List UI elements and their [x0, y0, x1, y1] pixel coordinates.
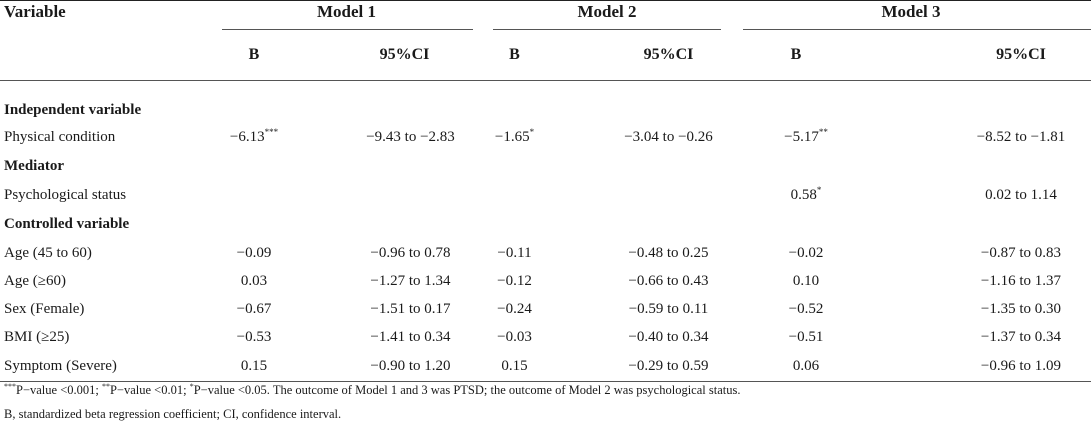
- cell-b1: −6.13***: [229, 126, 279, 145]
- row-label: Physical condition: [4, 128, 116, 145]
- table-row: Psychological status 0.58* 0.02 to 1.14: [0, 181, 1091, 209]
- section-controlled: Controlled variable: [4, 215, 130, 232]
- table-row: Age (≥60) 0.03 −1.27 to 1.34 −0.12 −0.66…: [0, 267, 1091, 295]
- footnote-significance: ***P−value <0.001; **P−value <0.01; *P−v…: [4, 381, 741, 397]
- header-blank: [0, 30, 210, 81]
- model-3-underline: [743, 29, 1091, 30]
- header-model-3-label: Model 3: [881, 2, 941, 21]
- cell-ci1: [298, 181, 483, 209]
- header-ci-1: 95%CI: [298, 30, 483, 81]
- model-2-underline: [493, 29, 721, 30]
- cell-b3: −0.52: [788, 300, 824, 317]
- cell-ci1: −1.51 to 0.17: [370, 300, 451, 317]
- row-label: BMI (≥25): [4, 328, 70, 345]
- cell-ci1: −1.41 to 0.34: [370, 328, 451, 345]
- table-row: Symptom (Severe) 0.15 −0.90 to 1.20 0.15…: [0, 351, 1091, 382]
- cell-ci2: −0.59 to 0.11: [628, 300, 709, 317]
- cell-b2: −0.03: [497, 328, 532, 345]
- cell-ci3: −8.52 to −1.81: [976, 128, 1066, 145]
- header-variable: Variable: [0, 0, 210, 30]
- header-model-2: Model 2: [483, 0, 731, 30]
- cell-ci1: −1.27 to 1.34: [370, 272, 451, 289]
- cell-b2: −0.12: [497, 272, 532, 289]
- cell-ci2: −0.48 to 0.25: [628, 244, 709, 261]
- header-b-2: B: [483, 30, 546, 81]
- cell-ci2: −0.29 to 0.59: [546, 351, 731, 382]
- cell-ci2: [546, 181, 731, 209]
- row-label: Age (45 to 60): [4, 244, 92, 261]
- model-1-underline: [222, 29, 473, 30]
- cell-ci3: −1.35 to 0.30: [980, 300, 1062, 317]
- cell-b1: −0.53: [236, 328, 272, 345]
- row-label: Age (≥60): [4, 272, 66, 289]
- cell-ci1: −9.43 to −2.83: [366, 128, 455, 145]
- cell-ci3: −1.37 to 0.34: [980, 328, 1062, 345]
- cell-b2: −0.24: [497, 300, 532, 317]
- header-b-3: B: [731, 30, 861, 81]
- section-mediator: Mediator: [4, 157, 64, 174]
- section-row: Independent variable: [0, 81, 1091, 124]
- cell-ci3: −0.87 to 0.83: [980, 244, 1062, 261]
- regression-table: Variable Model 1 Model 2 Model 3 B 95%CI…: [0, 0, 1091, 382]
- header-model-1-label: Model 1: [316, 2, 377, 21]
- section-row: Controlled variable: [0, 209, 1091, 239]
- cell-b2: −0.11: [497, 244, 532, 261]
- cell-b1: −0.67: [236, 300, 272, 317]
- cell-b2: −1.65*: [494, 126, 535, 145]
- header-ci-3: 95%CI: [861, 30, 1091, 81]
- section-row: Mediator: [0, 151, 1091, 181]
- cell-b3: 0.58*: [790, 184, 822, 203]
- cell-ci2: −0.66 to 0.43: [628, 272, 709, 289]
- cell-b3: −5.17**: [784, 126, 828, 145]
- row-label: Psychological status: [4, 186, 127, 203]
- row-label: Symptom (Severe): [0, 351, 210, 382]
- table-footnotes: ***P−value <0.001; **P−value <0.01; *P−v…: [4, 378, 1084, 426]
- header-model-2-label: Model 2: [577, 2, 637, 21]
- cell-b3: −0.02: [788, 244, 824, 261]
- section-independent: Independent variable: [4, 102, 142, 118]
- cell-ci2: −0.40 to 0.34: [628, 328, 709, 345]
- table-row: Sex (Female) −0.67 −1.51 to 0.17 −0.24 −…: [0, 295, 1091, 323]
- cell-b3: 0.06: [731, 351, 861, 382]
- cell-ci1: −0.96 to 0.78: [370, 244, 451, 261]
- cell-b3: −0.51: [788, 328, 824, 345]
- header-ci-2: 95%CI: [546, 30, 731, 81]
- table-row: Physical condition −6.13*** −9.43 to −2.…: [0, 123, 1091, 151]
- table-row: Age (45 to 60) −0.09 −0.96 to 0.78 −0.11…: [0, 239, 1091, 267]
- cell-ci2: −3.04 to −0.26: [624, 128, 713, 145]
- cell-b1: 0.03: [240, 272, 268, 289]
- row-label: Sex (Female): [4, 300, 85, 317]
- header-model-1: Model 1: [210, 0, 483, 30]
- cell-b1: −0.09: [236, 244, 272, 261]
- header-b-1: B: [210, 30, 298, 81]
- cell-ci1: −0.90 to 1.20: [298, 351, 483, 382]
- header-row-stats: B 95%CI B 95%CI B 95%CI: [0, 30, 1091, 81]
- cell-ci3: 0.02 to 1.14: [985, 186, 1057, 203]
- cell-ci3: −0.96 to 1.09: [861, 351, 1091, 382]
- header-row-models: Variable Model 1 Model 2 Model 3: [0, 0, 1091, 30]
- cell-b2: [483, 181, 546, 209]
- table-row: BMI (≥25) −0.53 −1.41 to 0.34 −0.03 −0.4…: [0, 323, 1091, 351]
- footnote-abbreviations: B, standardized beta regression coeffici…: [4, 407, 342, 421]
- cell-ci3: −1.16 to 1.37: [980, 272, 1062, 289]
- cell-b1: 0.15: [210, 351, 298, 382]
- cell-b3: 0.10: [792, 272, 820, 289]
- cell-b2: 0.15: [483, 351, 546, 382]
- cell-b1: [210, 181, 298, 209]
- header-model-3: Model 3: [731, 0, 1091, 30]
